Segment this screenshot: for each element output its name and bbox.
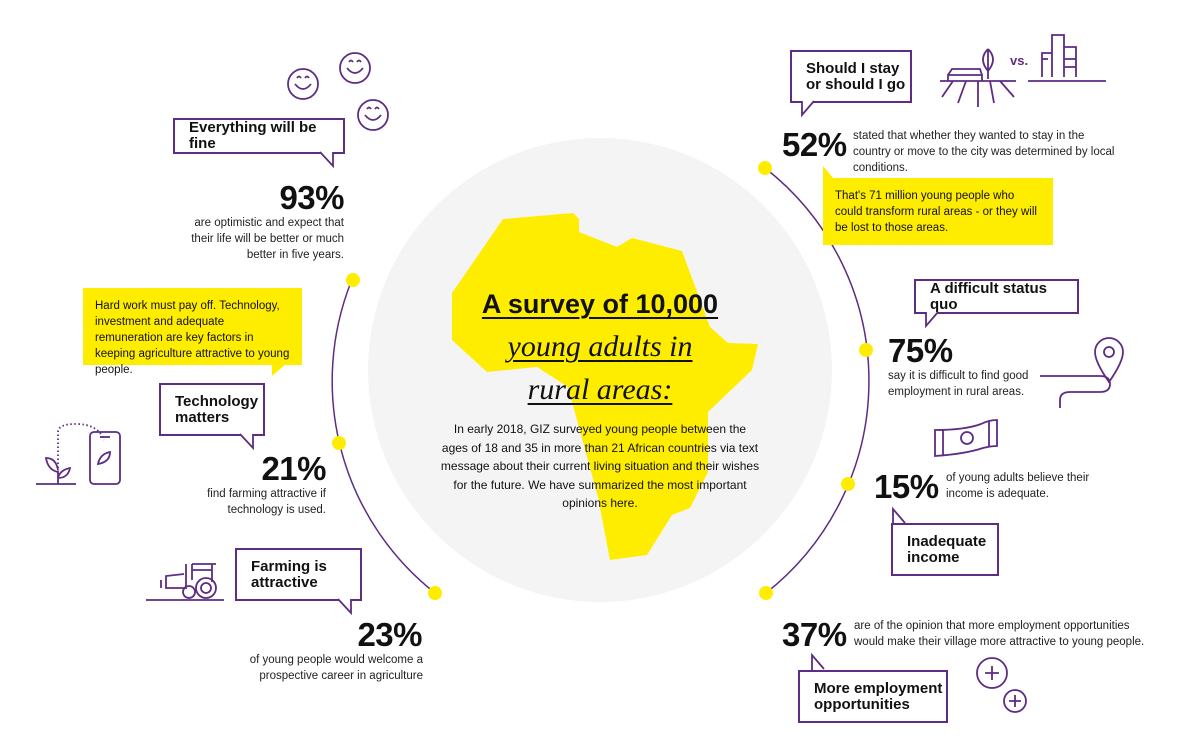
bubble-tail [811, 652, 825, 673]
plant-smartphone-icon [36, 423, 121, 485]
bubble-tail [925, 311, 939, 329]
note-tail [272, 364, 286, 376]
stat-heading: Inadequate income [907, 532, 987, 566]
stat-heading: Farming is attractive [251, 557, 327, 591]
bubble-tail [892, 506, 906, 527]
bubble-tail [337, 598, 352, 616]
stat-value: 93% [279, 179, 344, 216]
timeline-arc-right [764, 167, 870, 594]
timeline-arc-left [331, 281, 436, 594]
heading-bubble: Should I stay or should I go [790, 50, 912, 103]
stat-description: find farming attractive if technology is… [207, 488, 326, 516]
timeline-dot [332, 436, 346, 450]
stat-description: are of the opinion that more employment … [854, 620, 1145, 648]
timeline-dot [428, 586, 442, 600]
stat-description: stated that whether they wanted to stay … [853, 130, 1115, 174]
stat-value: 37% [782, 616, 847, 653]
heading-bubble: Farming is attractive [235, 548, 362, 601]
smiley-faces-icon [287, 52, 389, 131]
title-line-2: young adults in [507, 330, 693, 363]
timeline-dot [758, 161, 772, 175]
stat-description: of young adults believe their income is … [946, 472, 1090, 500]
callout-note: Hard work must pay off. Technology, inve… [83, 288, 302, 376]
stat-value: 52% [782, 126, 847, 163]
plus-circles-icon [976, 657, 1027, 713]
stat-value: 23% [357, 616, 422, 653]
heading-bubble: Technology matters [159, 383, 265, 436]
stat-heading: Should I stay or should I go [806, 59, 906, 93]
stat-heading: More employment opportunities [814, 679, 943, 713]
heading-bubble: Everything will be fine [173, 118, 345, 154]
intro-text: In early 2018, GIZ surveyed young people… [440, 422, 760, 510]
stat-value: 21% [261, 450, 326, 487]
note-tail [823, 166, 835, 180]
banknote-icon [934, 419, 998, 457]
timeline-dot [759, 586, 773, 600]
title-line-1: A survey of 10,000 [481, 289, 719, 319]
stat-description: of young people would welcome a prospect… [249, 654, 423, 682]
heading-bubble: More employment opportunities [798, 670, 948, 723]
stat-heading: Everything will be fine [189, 119, 317, 152]
timeline-dot [346, 273, 360, 287]
stat-heading: A difficult status quo [930, 279, 1047, 313]
tractor-icon [146, 563, 224, 601]
farm-vs-city-icon [940, 34, 1106, 107]
title-line-3: rural areas: [527, 373, 673, 406]
heading-bubble: Inadequate income [891, 523, 999, 576]
timeline-dot [841, 477, 855, 491]
stat-heading: Technology matters [175, 392, 259, 426]
stat-value: 15% [874, 468, 939, 505]
bubble-tail [319, 151, 334, 169]
page-title: A survey of 10,000 young adults in rural… [440, 285, 760, 414]
bubble-tail [239, 433, 254, 451]
stat-description: say it is difficult to find good employm… [888, 370, 1029, 398]
location-path-icon [1040, 337, 1124, 408]
callout-note: That's 71 million young people who could… [823, 178, 1053, 245]
africa-map-shape [452, 213, 758, 560]
vs-label: vs. [1010, 53, 1029, 68]
stat-value: 75% [888, 332, 953, 369]
stat-description: are optimistic and expect that their lif… [191, 217, 344, 261]
heading-bubble: A difficult status quo [914, 279, 1079, 314]
bubble-tail [801, 100, 815, 118]
timeline-dot [859, 343, 873, 357]
